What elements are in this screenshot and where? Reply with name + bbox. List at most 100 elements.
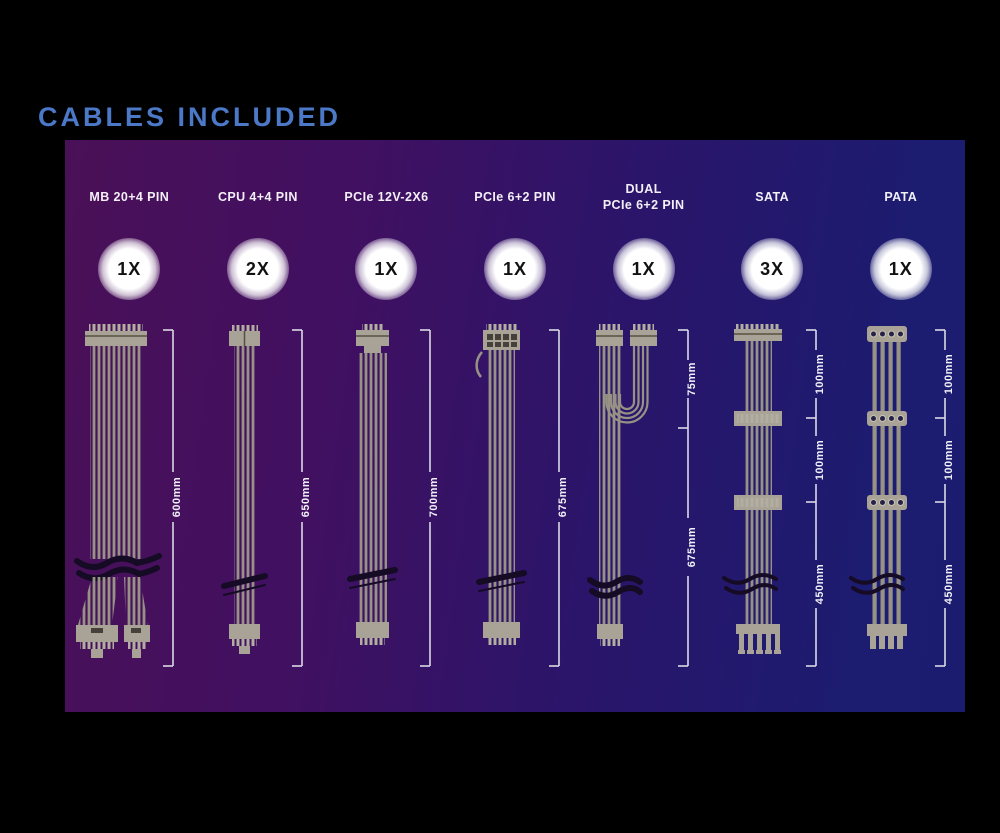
connector-bottom — [596, 624, 623, 639]
connector-bottom — [483, 622, 521, 638]
connector-bottom-4pin — [124, 625, 151, 642]
cable-strands — [598, 346, 621, 624]
quantity-badge: 1X — [484, 238, 547, 300]
cable-illustration-mb-20-4-pin: 600mm — [74, 324, 183, 667]
cable-tie-band — [588, 585, 643, 599]
measurement-bracket: 600mm — [163, 329, 183, 667]
cable-tie-band — [347, 567, 399, 582]
connector-bottom — [866, 624, 907, 636]
cable-type-label: PCIe 6+2 PIN — [474, 180, 556, 214]
connector-pins-top — [362, 324, 384, 330]
daisy-chain-loop — [604, 346, 649, 424]
cable-illustration-dual-pcie-6-2-pin: 75mm 675mm — [586, 324, 698, 667]
cable-type-line1: PATA — [884, 190, 918, 204]
quantity-badge: 2X — [226, 238, 289, 300]
inline-connector-molex — [866, 495, 907, 510]
cable-illustration-pcie-6-2-pin: 675mm — [475, 324, 569, 667]
column-cpu-4-4-pin: CPU 4+4 PIN 2X 650mm — [194, 140, 323, 712]
page-title: CABLES INCLUDED — [38, 102, 342, 133]
cable-tie-band — [722, 573, 779, 585]
cable-type-label: SATA — [755, 180, 789, 214]
measurement-label: 675mm — [686, 527, 698, 567]
quantity-badge: 1X — [612, 238, 675, 300]
cable-strands — [744, 426, 773, 495]
cable-tie-band — [74, 553, 163, 570]
connector-pins-top — [89, 324, 144, 331]
cable-type-label: DUAL PCIe 6+2 PIN — [603, 180, 685, 214]
measurement-bracket: 75mm 675mm — [677, 329, 698, 667]
connector-bottom — [736, 624, 781, 634]
cable-type-line1: DUAL — [625, 182, 662, 196]
cable-tie-band — [478, 581, 526, 592]
cable-tie-band — [222, 584, 266, 596]
cable-strands — [233, 346, 256, 624]
quantity-badge: 3X — [741, 238, 804, 300]
cable-type-label: PATA — [884, 180, 917, 214]
measurement-bracket: 100mm 100mm 450mm — [934, 329, 955, 667]
connector-pins-top — [598, 324, 620, 330]
connector-bottom-20pin — [76, 625, 119, 642]
connector-top-left — [595, 330, 623, 346]
measurement-label: 600mm — [171, 477, 183, 517]
quantity-value: 3X — [760, 258, 785, 279]
cable-type-label: PCIe 12V-2X6 — [344, 180, 428, 214]
cable-illustration-pata: 100mm 100mm 450mm — [848, 326, 955, 667]
connector-serration — [736, 324, 781, 329]
quantity-value: 2X — [245, 258, 270, 279]
cable-strands — [870, 510, 903, 624]
cable-type-line2: PCIe 6+2 PIN — [602, 198, 685, 212]
column-mb-20-4-pin: MB 20+4 PIN 1X — [65, 140, 194, 712]
cable-type-line1: SATA — [755, 190, 790, 204]
cable-tie-band — [349, 578, 397, 589]
sense-wire — [475, 351, 483, 378]
quantity-value: 1X — [503, 258, 528, 279]
connector-top-molex — [866, 326, 907, 342]
cable-strands-split-left — [78, 577, 119, 625]
cable-tie-band — [476, 570, 528, 585]
quantity-value: 1X — [374, 258, 399, 279]
quantity-value: 1X — [117, 258, 142, 279]
measurement-bracket: 650mm — [291, 329, 312, 667]
column-pata: PATA 1X — [836, 140, 965, 712]
measurement-bracket: 675mm — [549, 329, 569, 667]
connector-pins-top — [231, 325, 258, 331]
cables-panel: MB 20+4 PIN 1X — [65, 140, 965, 712]
cable-type-line1: MB 20+4 PIN — [89, 190, 170, 204]
measurement-label: 100mm — [814, 440, 826, 480]
connector-top — [356, 330, 390, 346]
connector-pins-top — [486, 324, 518, 330]
quantity-value: 1X — [888, 258, 913, 279]
measurement-label: 75mm — [686, 362, 698, 396]
connector-top-right — [629, 330, 657, 346]
cable-tie-band — [850, 583, 905, 595]
quantity-badge: 1X — [98, 238, 161, 300]
cable-illustration-cpu-4-4-pin: 650mm — [220, 325, 312, 667]
cable-type-line1: PCIe 12V-2X6 — [344, 190, 429, 204]
measurement-label: 450mm — [943, 564, 955, 604]
cable-type-line1: CPU 4+4 PIN — [217, 190, 298, 204]
measurement-label: 675mm — [557, 477, 569, 517]
cable-illustration-sata: 100mm 100mm 450mm — [722, 324, 826, 667]
connector-bottom — [356, 622, 390, 638]
connector-top — [734, 329, 783, 341]
connector-bottom — [228, 624, 260, 639]
cable-tie-band — [586, 575, 643, 589]
daisy-chain-loop — [609, 346, 644, 420]
column-dual-pcie-6-2-pin: DUAL PCIe 6+2 PIN 1X — [579, 140, 708, 712]
measurement-label: 100mm — [814, 354, 826, 394]
column-sata: SATA 3X — [708, 140, 837, 712]
cable-type-label: CPU 4+4 PIN — [218, 180, 298, 214]
cable-tie-band — [220, 573, 268, 589]
column-pcie-6-2-pin: PCIe 6+2 PIN 1X 675mm — [451, 140, 580, 712]
cable-strands — [870, 342, 903, 411]
inline-connector-molex — [866, 411, 907, 426]
measurement-label: 650mm — [300, 477, 312, 517]
column-pcie-12v-2x6: PCIe 12V-2X6 1X 700mm — [322, 140, 451, 712]
connector-sense-pins — [364, 346, 382, 353]
quantity-badge: 1X — [869, 238, 932, 300]
measurement-label: 700mm — [428, 477, 440, 517]
cable-type-line1: PCIe 6+2 PIN — [474, 190, 556, 204]
cable-strands — [744, 510, 773, 624]
daisy-chain-loop — [613, 346, 640, 415]
quantity-value: 1X — [631, 258, 656, 279]
